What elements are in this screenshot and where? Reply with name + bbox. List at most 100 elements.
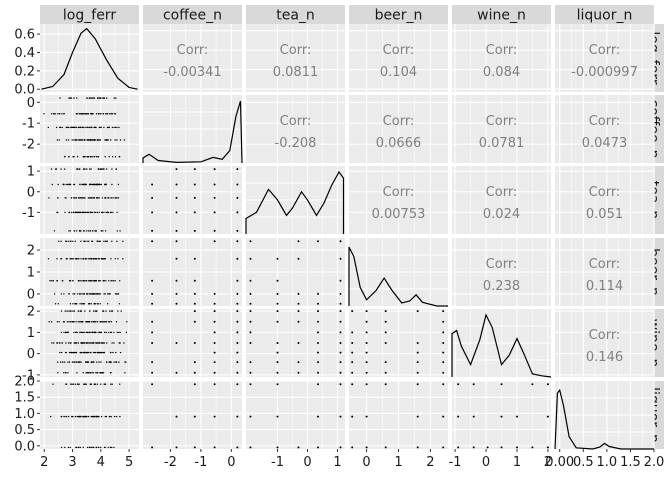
data-point: [92, 321, 95, 323]
data-point: [236, 320, 239, 323]
data-point: [89, 383, 92, 385]
data-point: [109, 361, 111, 363]
data-point: [110, 383, 112, 385]
data-point: [213, 211, 216, 214]
data-point: [95, 183, 97, 186]
data-point: [339, 331, 342, 334]
data-point: [78, 293, 81, 295]
data-point: [95, 126, 97, 129]
data-point: [110, 197, 112, 199]
data-point: [193, 446, 196, 449]
data-point: [113, 446, 115, 449]
density-curve-beer_n: [348, 246, 448, 307]
data-point: [416, 446, 419, 449]
data-point: [80, 240, 82, 242]
data-point: [103, 126, 105, 129]
data-point: [276, 257, 279, 260]
data-point: [86, 372, 88, 374]
data-point: [91, 361, 93, 363]
panel-wine_n-log_ferr: [40, 309, 139, 377]
data-point: [65, 415, 67, 418]
panel-background: [40, 24, 139, 92]
data-point: [91, 372, 93, 374]
data-point: [81, 139, 83, 141]
data-point: [87, 361, 89, 363]
data-point: [472, 446, 475, 449]
data-point: [98, 197, 100, 199]
data-point: [72, 303, 74, 305]
data-point: [193, 361, 196, 364]
x-tick-label-wine_n: 0: [482, 455, 490, 470]
data-point: [104, 156, 106, 158]
data-point: [63, 331, 65, 334]
data-point: [98, 168, 100, 170]
data-point: [103, 211, 105, 214]
data-point: [96, 415, 98, 418]
corr-value: 0.104: [380, 65, 417, 80]
data-point: [86, 446, 89, 449]
panel-tea_n-tea_n: [245, 166, 345, 234]
corr-label: Corr:: [383, 43, 415, 58]
data-point: [74, 211, 77, 214]
data-point: [108, 280, 110, 282]
x-tick-label-liquor_n: 1.5: [620, 455, 641, 470]
data-point: [151, 183, 154, 186]
data-point: [55, 126, 58, 129]
data-point: [98, 293, 101, 295]
data-point: [104, 258, 106, 260]
data-point: [79, 415, 81, 418]
data-point: [104, 183, 106, 186]
data-point: [97, 331, 99, 334]
data-point: [109, 310, 111, 312]
data-point: [87, 113, 89, 115]
data-point: [93, 280, 96, 282]
data-point: [193, 292, 196, 295]
data-point: [193, 229, 196, 232]
panel-background: [246, 381, 345, 449]
panel-coffee_n-liquor_n: Corr: 0.0473: [555, 95, 655, 163]
data-point: [75, 321, 77, 323]
data-point: [67, 183, 69, 186]
data-point: [213, 331, 216, 334]
data-point: [88, 139, 91, 141]
data-point: [442, 383, 445, 386]
data-point: [317, 302, 319, 305]
data-point: [105, 168, 108, 170]
data-point: [73, 331, 75, 334]
data-point: [70, 310, 72, 312]
data-point: [416, 361, 419, 364]
data-point: [62, 183, 65, 186]
data-point: [175, 168, 178, 171]
data-point: [102, 310, 105, 312]
data-point: [49, 280, 51, 282]
data-point: [105, 321, 108, 323]
data-point: [90, 126, 92, 129]
data-point: [365, 342, 368, 344]
data-point: [70, 383, 72, 385]
data-point: [87, 372, 90, 374]
data-point: [85, 258, 87, 260]
data-point: [82, 258, 84, 260]
data-point: [78, 361, 81, 363]
data-point: [98, 113, 100, 115]
data-point: [110, 331, 113, 334]
data-point: [193, 279, 196, 282]
data-point: [365, 371, 368, 374]
data-point: [115, 321, 118, 323]
data-point: [276, 292, 279, 295]
data-point: [69, 280, 71, 282]
data-point: [95, 113, 98, 115]
data-point: [106, 240, 108, 242]
data-point: [317, 361, 319, 364]
strip-top-label-liquor_n: liquor_n: [577, 8, 633, 24]
data-point: [89, 97, 91, 99]
panel-liquor_n-liquor_n: [554, 381, 655, 450]
data-point: [93, 303, 96, 305]
data-point: [175, 211, 178, 214]
data-point: [106, 361, 108, 363]
data-point: [108, 321, 111, 323]
corr-label: Corr:: [589, 328, 621, 343]
data-point: [88, 280, 90, 282]
data-point: [116, 126, 118, 129]
data-point: [351, 383, 354, 386]
